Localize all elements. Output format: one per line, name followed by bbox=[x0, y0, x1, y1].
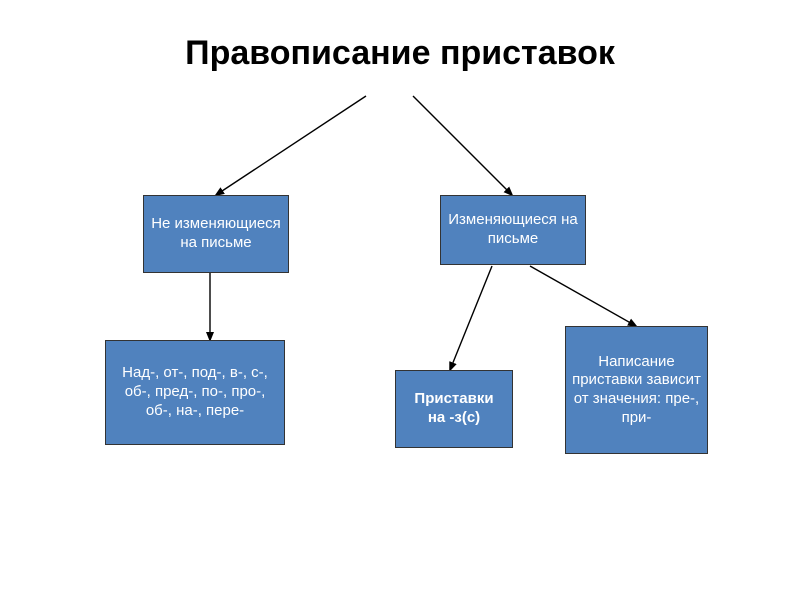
node-prefixes-z-s: Приставки на -з(с) bbox=[395, 370, 513, 448]
node-prefix-list: Над-, от-, под-, в-, с-, об-, пред-, по-… bbox=[105, 340, 285, 445]
edges-layer bbox=[0, 0, 800, 600]
node-changing: Изменяющиеся на письме bbox=[440, 195, 586, 265]
node-depends-meaning: Написание приставки зависит от значения:… bbox=[565, 326, 708, 454]
node-unchanging: Не изменяющиеся на письме bbox=[143, 195, 289, 273]
diagram-title: Правописание приставок bbox=[0, 34, 800, 73]
